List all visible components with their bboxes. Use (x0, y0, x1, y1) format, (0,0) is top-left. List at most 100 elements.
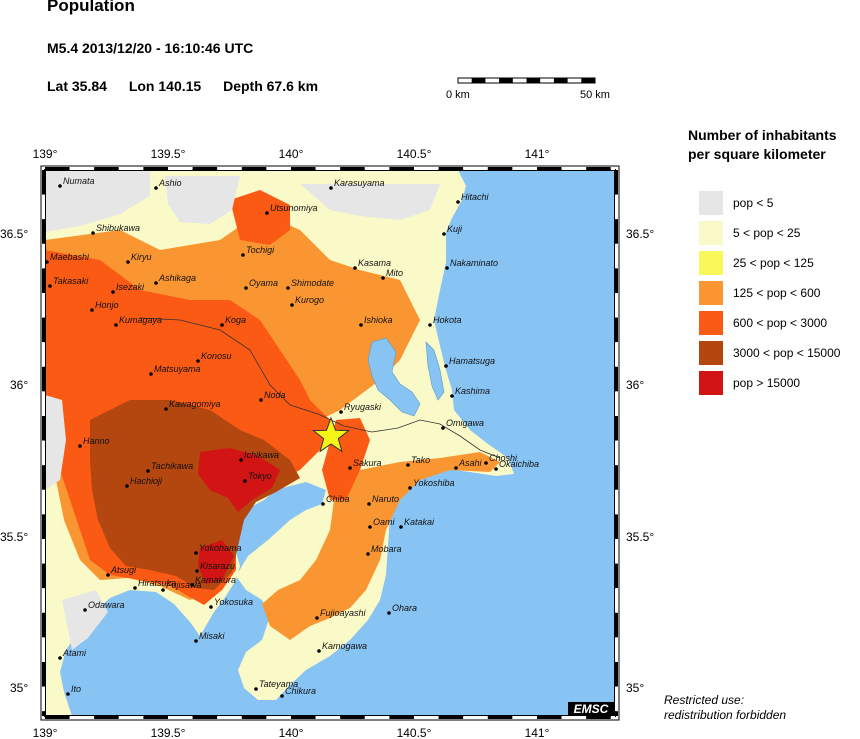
city-marker (154, 281, 158, 285)
lon-tick-label: 141° (525, 147, 550, 161)
frame-segment (217, 167, 242, 170)
legend-item: 125 < pop < 600 (699, 280, 820, 306)
frame-segment (69, 716, 95, 719)
city-marker (406, 463, 410, 467)
city-label: Hachioji (130, 476, 163, 486)
city-marker (126, 260, 130, 264)
legend-title: Number of inhabitants per square kilomet… (688, 126, 837, 164)
city-label: Honjo (95, 300, 119, 310)
frame-segment (291, 716, 316, 719)
city-marker (209, 605, 213, 609)
frame-segment (537, 167, 562, 170)
frame-segment (512, 716, 537, 719)
frame-segment (487, 716, 513, 719)
city-marker (149, 372, 153, 376)
city-marker (399, 525, 403, 529)
legend-item: pop < 5 (699, 190, 773, 216)
frame-segment (217, 716, 242, 719)
frame-segment (42, 317, 45, 343)
city-label: Kisarazu (200, 561, 235, 571)
frame-segment (42, 293, 45, 318)
frame-segment (414, 716, 439, 719)
lon-tick-label: 140° (279, 147, 304, 161)
city-marker (244, 286, 248, 290)
legend-title-line1: Number of inhabitants (688, 127, 837, 143)
lat-tick-label: 35° (10, 681, 28, 695)
legend-label: pop > 15000 (733, 376, 801, 390)
legend-label: 5 < pop < 25 (733, 226, 801, 240)
land-sparse (62, 590, 108, 650)
city-marker (146, 469, 150, 473)
frame-segment (42, 686, 45, 712)
frame-segment (615, 342, 618, 367)
city-marker (286, 286, 290, 290)
city-marker (280, 694, 284, 698)
city-label: Okaichiba (499, 459, 539, 469)
lat-tick-label: 36° (626, 378, 644, 392)
frame-segment (42, 170, 45, 195)
frame-segment (389, 167, 414, 170)
land-core-city (198, 448, 280, 512)
city-label: Karasuyama (334, 178, 385, 188)
frame-segment (438, 716, 464, 719)
land-sparse (45, 395, 66, 490)
frame-segment (615, 539, 618, 564)
frame-segment (42, 366, 45, 392)
frame-segment (389, 716, 414, 719)
city-marker (321, 502, 325, 506)
frame-segment (414, 167, 439, 170)
city-label: Utsunomiya (270, 203, 318, 213)
frame-segment (615, 219, 618, 244)
city-marker (387, 611, 391, 615)
city-marker (366, 552, 370, 556)
city-marker (454, 466, 458, 470)
city-label: Kasama (358, 258, 391, 268)
land-urban (230, 190, 290, 245)
city-label: Odawara (88, 600, 125, 610)
epicenter-star-icon (311, 416, 351, 453)
frame-segment (561, 716, 587, 719)
frame-segment (94, 716, 119, 719)
city-label: Shimodate (291, 278, 334, 288)
latitude-ticks-left: 36.5° 36° 35.5° 35° (0, 227, 28, 695)
frame-segment (192, 167, 218, 170)
emsc-badge-text: EMSC (574, 702, 609, 716)
frame-segment (266, 167, 291, 170)
city-label: Ashio (158, 178, 182, 188)
frame-segment (487, 167, 513, 170)
frame-segment (610, 716, 615, 719)
city-label: Maebashi (50, 252, 90, 262)
usage-notice-line2: redistribution forbidden (664, 708, 787, 722)
city-marker (194, 639, 198, 643)
city-marker (133, 586, 137, 590)
city-label: Asahi (458, 458, 483, 468)
city-marker (348, 466, 352, 470)
frame-segment (615, 194, 618, 220)
frame-segment (615, 391, 618, 416)
legend-swatch (699, 191, 723, 215)
land-sparse (165, 176, 240, 224)
city-marker (381, 276, 385, 280)
frame-segment (42, 637, 45, 662)
city-marker (194, 551, 198, 555)
frame-segment (364, 716, 390, 719)
city-label: Oyama (249, 278, 278, 288)
frame-segment (615, 563, 618, 589)
city-marker (359, 323, 363, 327)
scale-start-label: 0 km (446, 89, 470, 101)
tone-river (139, 317, 501, 459)
lake-kasumigaura (367, 337, 421, 417)
frame-ticks (42, 167, 618, 719)
map-area: Numata Ashio Karasuyama Hitachi Utsunomiya Sh… (45, 170, 615, 716)
frame-segment (118, 716, 144, 719)
frame-segment (586, 716, 611, 719)
city-marker (441, 426, 445, 430)
city-label: Kamogawa (322, 641, 367, 651)
lake-kitaura (425, 341, 445, 401)
land-core-city (198, 540, 234, 584)
city-label: Ashikaga (158, 273, 196, 283)
legend-swatch (699, 341, 723, 365)
city-marker (125, 484, 129, 488)
city-label: Kurogo (295, 295, 324, 305)
frame-segment (168, 716, 193, 719)
